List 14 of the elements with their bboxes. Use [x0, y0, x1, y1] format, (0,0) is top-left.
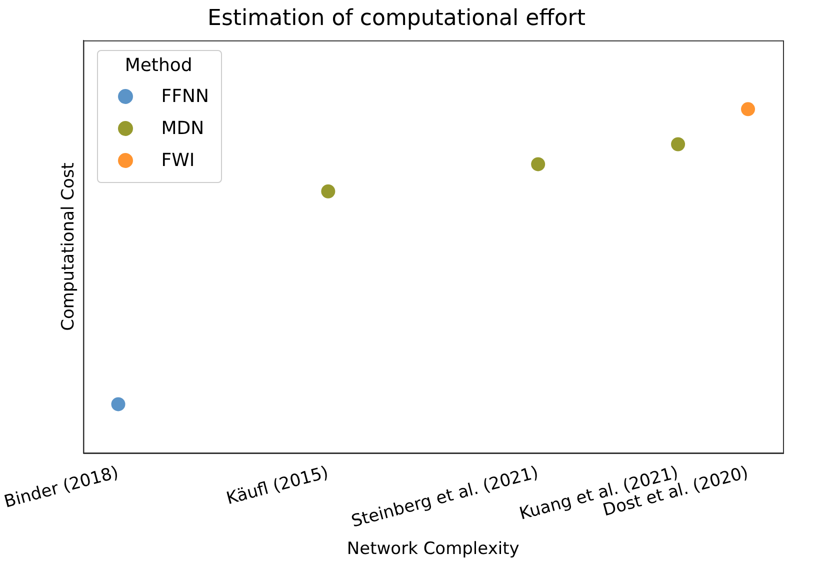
point: [111, 397, 126, 412]
x-axis-title: Network Complexity: [346, 539, 520, 560]
point: [671, 137, 686, 152]
legend-title: Method: [124, 55, 194, 76]
legend-label: FWI: [161, 150, 195, 171]
point: [321, 184, 336, 198]
x-tick-label: Binder (2018): [2, 462, 121, 512]
chart-title: Estimation of computational effort: [208, 6, 586, 31]
legend-label: MDN: [161, 118, 204, 139]
y-axis-title: Computational Cost: [58, 162, 78, 331]
x-tick-label: Käufl (2015): [224, 462, 331, 510]
legend-label: FFNN: [161, 86, 209, 107]
point: [741, 102, 756, 116]
point: [531, 157, 546, 172]
